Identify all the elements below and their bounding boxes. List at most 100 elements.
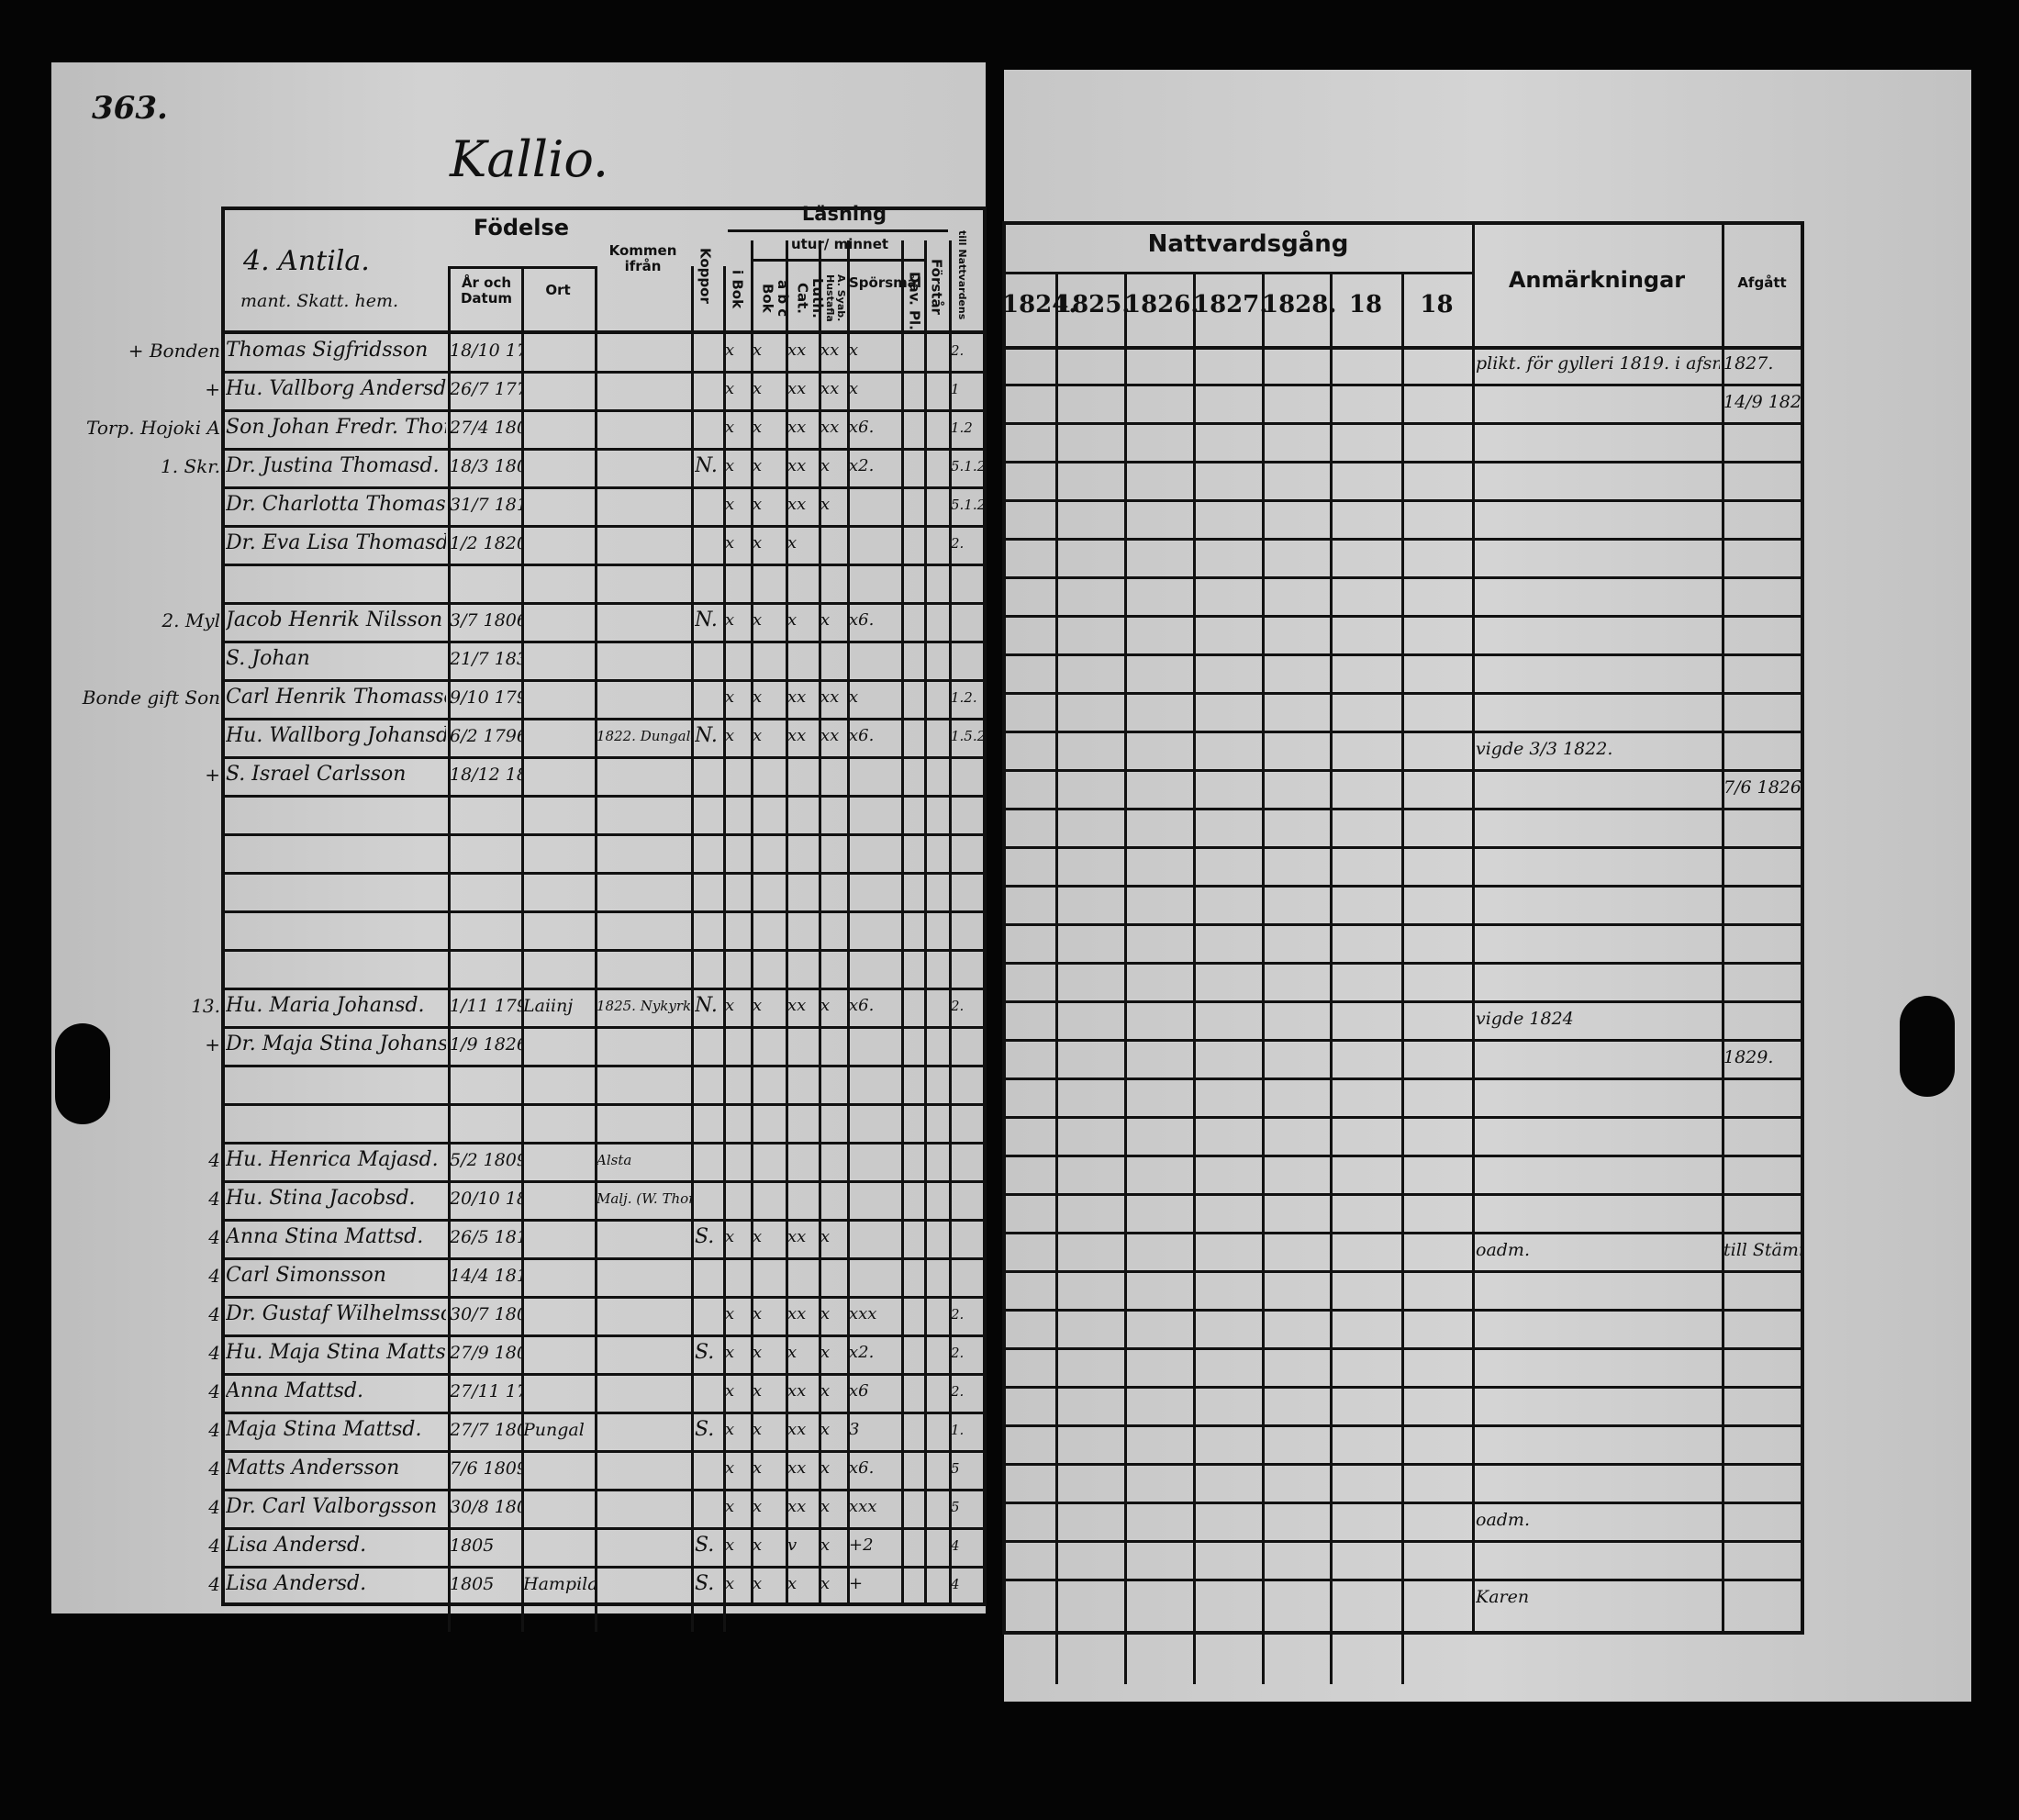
- reading-mark: x: [725, 1535, 735, 1555]
- smallpox: N.: [695, 724, 718, 747]
- person-name: Hu. Maja Stina Mattsd.: [226, 1341, 446, 1364]
- table-row: +Hu. Vallborg Andersd.26/7 1777xxxxxxx11…: [0, 371, 2019, 412]
- reading-mark: x: [820, 1458, 831, 1478]
- reading-mark: x: [725, 1458, 735, 1478]
- reading-mark: x6.: [849, 610, 875, 630]
- row-rule: [1002, 846, 1804, 849]
- table-row: [0, 795, 2019, 833]
- margin-note: 4: [208, 1573, 220, 1595]
- table-row: [0, 949, 2019, 988]
- table-row: 4 Matts Andersson 7/6 1809 x x xx x x6. 5: [0, 1450, 2019, 1489]
- reading-mark: x: [753, 687, 763, 707]
- reading-mark: x: [753, 1458, 763, 1478]
- row-rule: [221, 949, 987, 952]
- row-rule: [221, 1219, 987, 1222]
- reading-mark: x: [753, 1420, 763, 1439]
- person-name: Anna Mattsd.: [226, 1379, 364, 1402]
- table-row: 1. Skr.Dr. Justina Thomasd.18/3 1809N.xx…: [0, 448, 2019, 486]
- remark: plikt. för gylleri 1819. i afsn.: [1476, 353, 1720, 374]
- reading-mark: x6.: [849, 996, 875, 1015]
- communion-count: 1.2.: [951, 689, 977, 706]
- reading-mark: x: [725, 1227, 735, 1246]
- reading-mark: xx: [787, 1381, 807, 1401]
- reading-mark: xxx: [849, 1304, 877, 1323]
- birth-date: 1805: [450, 1535, 495, 1556]
- reading-mark: x: [753, 456, 763, 475]
- reading-mark: x: [849, 341, 859, 360]
- reading-mark: x: [820, 1304, 831, 1323]
- birth-date: 7/6 1809: [450, 1458, 521, 1479]
- farm-name: 4. Antila.: [243, 245, 370, 277]
- column-rule: [1262, 272, 1265, 1684]
- column-rule: [901, 240, 904, 1606]
- smallpox: N.: [695, 609, 718, 631]
- nattvard-header: till Nattvardens: [956, 230, 969, 320]
- communion-count: 5.1.2: [951, 497, 984, 513]
- reading-mark: +2: [849, 1535, 874, 1555]
- column-rule: [1330, 272, 1333, 1684]
- smallpox: S.: [695, 1225, 715, 1248]
- row-rule: [221, 756, 987, 759]
- table-row: 4 Lisa Andersd. 1805 S. x x v x +2 4: [0, 1527, 2019, 1566]
- afgatt-header: Afgått: [1737, 274, 1787, 291]
- margin-note: +: [205, 378, 220, 400]
- margin-note: 4: [208, 1535, 220, 1557]
- person-name: S. Johan: [226, 647, 310, 670]
- birth-date: 20/10 1809: [450, 1189, 521, 1209]
- column-rule: [1722, 221, 1724, 1634]
- smallpox: S.: [695, 1534, 715, 1557]
- row-rule: [1002, 923, 1804, 926]
- row-rule: [1002, 1463, 1804, 1466]
- person-name: Dr. Carl Valborgsson: [226, 1495, 438, 1518]
- communion-count: 1.2: [951, 419, 973, 436]
- margin-note: Torp. Hojoki A: [86, 417, 220, 439]
- person-name: Hu. Vallborg Andersd.: [226, 377, 446, 400]
- reading-mark: x: [753, 533, 763, 553]
- margin-note: 1. Skr.: [161, 455, 220, 477]
- margin-note: 4: [208, 1149, 220, 1171]
- reading-mark: x: [753, 1497, 763, 1516]
- communion-count: 5: [951, 1499, 960, 1515]
- row-rule: [1002, 1424, 1804, 1427]
- i-bok-header: i Bok: [729, 269, 746, 309]
- person-name: S. Israel Carlsson: [226, 763, 407, 786]
- reading-mark: x: [820, 996, 831, 1015]
- column-rule: [1193, 272, 1196, 1684]
- row-rule: [221, 448, 987, 451]
- person-name: Dr. Maja Stina Johansd.: [226, 1033, 446, 1055]
- person-name: Anna Stina Mattsd.: [226, 1225, 424, 1248]
- row-rule: [1002, 653, 1804, 656]
- row-rule: [1002, 1386, 1804, 1389]
- left-page: [51, 62, 986, 1613]
- table-row: Torp. Hojoki A Son Johan Fredr. Thomasson…: [0, 409, 2019, 448]
- margin-note: 4: [208, 1496, 220, 1518]
- reading-mark: x: [753, 726, 763, 745]
- reading-mark: xx: [787, 341, 807, 360]
- binding-clip-left: [55, 1023, 110, 1124]
- row-rule: [1002, 615, 1804, 618]
- reading-mark: x: [725, 1343, 735, 1362]
- person-name: Maja Stina Mattsd.: [226, 1418, 422, 1441]
- reading-mark: xx: [820, 418, 840, 437]
- row-rule: [221, 872, 987, 875]
- remark: Karen: [1476, 1587, 1530, 1607]
- column-rule: [751, 240, 753, 1606]
- row-rule: [1002, 1077, 1804, 1080]
- forstar-header: Förstår: [928, 259, 945, 315]
- reading-mark: x: [753, 1227, 763, 1246]
- year-header: 1824.: [1002, 291, 1077, 318]
- row-rule: [221, 1566, 987, 1569]
- reading-mark: x: [820, 610, 831, 630]
- reading-mark: xx: [820, 687, 840, 707]
- column-rule: [819, 240, 821, 1606]
- reading-mark: x: [753, 341, 763, 360]
- table-row: [0, 564, 2019, 602]
- moved-from: 1825. Nykyrka: [597, 998, 691, 1014]
- reading-mark: x6.: [849, 418, 875, 437]
- smallpox: N.: [695, 454, 718, 477]
- reading-mark: x: [753, 495, 763, 514]
- reading-mark: 3: [849, 1420, 860, 1439]
- row-rule: [1002, 885, 1804, 888]
- smallpox: S.: [695, 1418, 715, 1441]
